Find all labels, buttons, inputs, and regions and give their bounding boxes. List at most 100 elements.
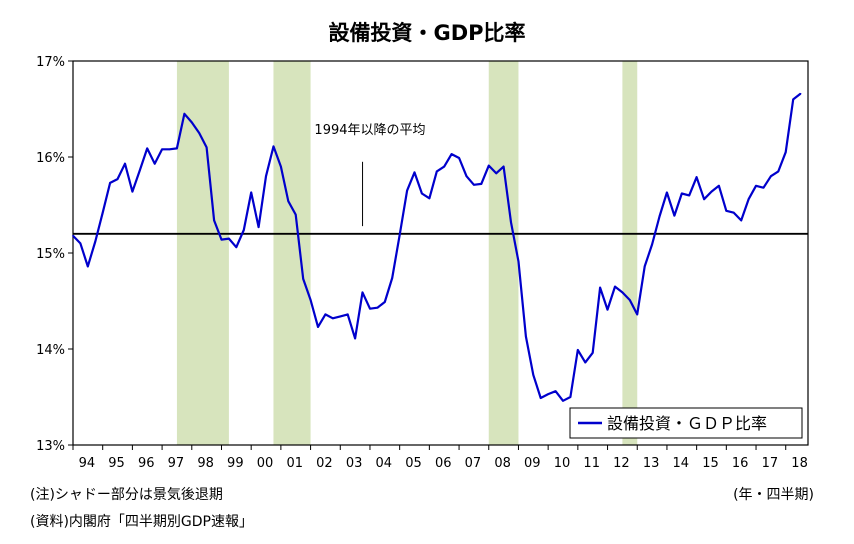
data-point: [614, 285, 616, 288]
data-point: [755, 185, 757, 187]
data-point: [525, 335, 527, 338]
data-point: [309, 299, 312, 301]
x-tick-label: 14: [673, 456, 690, 471]
x-tick-label: 98: [197, 456, 214, 471]
data-point: [532, 374, 535, 376]
data-point: [643, 265, 646, 268]
x-tick-label: 13: [643, 456, 660, 471]
x-tick-label: 01: [286, 456, 303, 471]
y-tick-label: 15%: [36, 247, 65, 262]
x-tick-label: 04: [376, 456, 393, 471]
data-point: [577, 349, 579, 351]
shading-note: (注)シャドー部分は景気後退期: [30, 487, 223, 503]
y-tick-label: 16%: [36, 151, 65, 166]
data-point: [317, 326, 319, 328]
data-point: [205, 146, 208, 149]
y-tick-label: 14%: [36, 343, 65, 358]
data-point: [79, 242, 82, 245]
x-tick-label: 97: [168, 456, 185, 471]
legend-box: [569, 407, 803, 439]
chart-title: 設備投資・GDP比率: [328, 21, 525, 45]
data-point: [718, 185, 720, 187]
x-tick-label: 95: [108, 456, 125, 471]
x-tick-label: 99: [227, 456, 244, 471]
data-point: [651, 243, 653, 246]
data-point: [198, 132, 201, 134]
data-point: [495, 172, 497, 175]
legend: 設備投資・ＧＤＰ比率: [569, 407, 803, 439]
data-point: [413, 171, 416, 174]
data-point: [369, 307, 371, 310]
average-reference-label: 1994年以降の平均: [314, 123, 425, 138]
data-point: [703, 198, 705, 201]
x-tick-label: 07: [465, 456, 482, 471]
y-axis: 13% 14% 15% 16% 17%: [36, 55, 73, 454]
data-point: [695, 176, 698, 178]
recession-band-2: [273, 61, 311, 445]
data-point: [688, 194, 691, 197]
x-tick-label: 08: [494, 456, 511, 471]
data-point: [547, 393, 549, 395]
data-point: [784, 151, 787, 153]
x-tick-label: 10: [554, 456, 571, 471]
data-point: [421, 192, 423, 195]
data-point: [257, 226, 260, 228]
x-tick-label: 16: [732, 456, 749, 471]
data-point: [302, 278, 304, 280]
data-point: [235, 246, 238, 249]
data-point: [762, 186, 765, 189]
data-point: [101, 211, 104, 214]
data-point: [666, 191, 668, 194]
data-point: [272, 145, 275, 148]
data-point: [168, 148, 171, 151]
data-point: [658, 215, 661, 218]
data-point: [502, 165, 505, 168]
data-point: [287, 200, 290, 202]
x-tick-label: 15: [702, 456, 719, 471]
x-tick-label: 94: [79, 456, 96, 471]
data-point: [124, 162, 126, 165]
data-point: [332, 317, 334, 320]
data-point: [94, 240, 97, 243]
data-point: [629, 299, 631, 301]
data-point: [213, 219, 215, 222]
data-point: [376, 306, 379, 309]
x-axis-unit-note: (年・四半期): [733, 487, 814, 503]
x-tick-label: 11: [583, 456, 600, 471]
data-point: [139, 169, 141, 172]
data-point: [280, 165, 282, 168]
recession-band-1: [176, 61, 229, 445]
data-point: [747, 198, 750, 201]
recession-band-4: [622, 61, 638, 445]
data-point: [732, 211, 735, 214]
data-point: [153, 162, 156, 165]
x-tick-label: 05: [405, 456, 422, 471]
data-point: [487, 164, 490, 167]
data-point: [87, 265, 89, 268]
series-points: [72, 92, 802, 402]
data-point: [265, 175, 267, 177]
data-point: [361, 291, 364, 294]
data-point: [673, 214, 676, 217]
recession-band-3: [488, 61, 519, 445]
data-point: [517, 260, 520, 263]
data-point: [294, 213, 297, 216]
x-tick-label: 18: [791, 456, 808, 471]
data-point: [539, 397, 542, 399]
data-point: [443, 165, 446, 168]
data-point: [250, 191, 252, 194]
source-note: (資料)内閣府「四半期別GDP速報」: [30, 514, 253, 530]
data-point: [406, 189, 408, 192]
data-point: [72, 234, 74, 237]
data-point: [770, 175, 772, 177]
data-point: [799, 92, 802, 95]
data-point: [792, 98, 794, 101]
data-point: [242, 229, 245, 231]
data-point: [161, 148, 163, 151]
data-point: [510, 221, 512, 224]
recession-shading-group: [176, 61, 638, 445]
data-point: [190, 121, 193, 124]
data-point: [176, 147, 178, 150]
data-point: [384, 301, 386, 303]
x-tick-label: 09: [524, 456, 541, 471]
